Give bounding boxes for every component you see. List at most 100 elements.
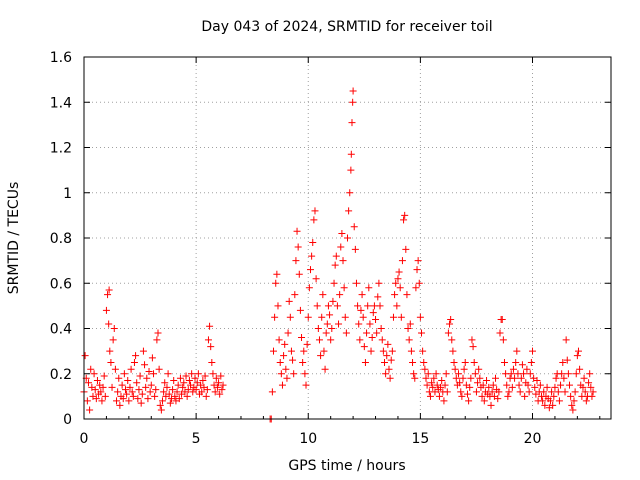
data-point	[474, 379, 482, 387]
data-point	[298, 334, 306, 342]
data-point	[160, 388, 168, 396]
data-point	[379, 347, 387, 355]
data-point	[398, 257, 406, 265]
data-point	[304, 313, 312, 321]
data-point	[562, 336, 570, 344]
grid-lines	[84, 57, 611, 419]
data-point	[318, 313, 326, 321]
data-point	[203, 386, 211, 394]
data-point	[523, 365, 531, 373]
data-point	[521, 392, 529, 400]
y-tick-label: 0.6	[50, 276, 72, 292]
data-point	[485, 383, 493, 391]
data-point	[385, 365, 393, 373]
data-point	[356, 336, 364, 344]
data-point	[363, 329, 371, 337]
data-point	[291, 291, 299, 299]
data-point	[151, 392, 159, 400]
data-point	[587, 383, 595, 391]
data-point	[525, 388, 533, 396]
data-point	[101, 392, 109, 400]
data-point	[437, 383, 445, 391]
data-point	[361, 358, 369, 366]
data-point	[520, 370, 528, 378]
data-point	[287, 347, 295, 355]
data-point	[375, 279, 383, 287]
data-point	[471, 370, 479, 378]
data-point	[419, 347, 427, 355]
data-point	[452, 374, 460, 382]
data-point	[543, 383, 551, 391]
data-point	[488, 388, 496, 396]
data-point	[402, 245, 410, 253]
axis-ticks	[83, 56, 611, 420]
data-point	[213, 383, 221, 391]
data-point	[115, 374, 123, 382]
data-point	[137, 399, 145, 407]
data-point	[586, 370, 594, 378]
data-point	[192, 386, 200, 394]
data-point	[511, 374, 519, 382]
data-point	[118, 381, 126, 389]
data-point	[504, 392, 512, 400]
data-point	[589, 388, 597, 396]
data-point	[135, 386, 143, 394]
data-point	[272, 279, 280, 287]
data-point	[105, 286, 113, 294]
data-point	[308, 252, 316, 260]
data-point	[346, 189, 354, 197]
data-point	[492, 374, 500, 382]
data-point	[539, 397, 547, 405]
data-point	[336, 291, 344, 299]
data-point	[410, 370, 418, 378]
data-point	[136, 372, 144, 380]
data-point	[430, 374, 438, 382]
data-point	[144, 395, 152, 403]
data-point	[557, 381, 565, 389]
data-point	[384, 340, 392, 348]
data-point	[147, 381, 155, 389]
data-point	[569, 406, 577, 414]
data-point	[444, 329, 452, 337]
data-point	[470, 358, 478, 366]
y-tick-label: 1.2	[50, 141, 72, 157]
data-point	[498, 315, 506, 323]
data-point	[161, 379, 169, 387]
data-point	[209, 370, 217, 378]
data-point	[198, 388, 206, 396]
data-point	[215, 379, 223, 387]
data-point	[146, 388, 154, 396]
data-point	[438, 377, 446, 385]
data-point	[566, 381, 574, 389]
data-point	[518, 361, 526, 369]
data-point	[326, 311, 334, 319]
x-tick-label: 5	[192, 431, 201, 447]
data-point	[389, 313, 397, 321]
data-point	[480, 397, 488, 405]
data-point	[163, 383, 171, 391]
data-point	[351, 245, 359, 253]
data-point	[376, 302, 384, 310]
data-point	[406, 320, 414, 328]
data-point	[201, 372, 209, 380]
data-point	[309, 239, 317, 247]
y-axis-label: SRMTID / TECUs	[6, 182, 22, 295]
data-point	[314, 325, 322, 332]
data-point	[414, 257, 422, 265]
y-tick-label: 0.2	[50, 367, 72, 383]
data-point	[141, 361, 149, 369]
data-point	[517, 374, 525, 382]
data-point	[508, 383, 516, 391]
data-point	[563, 356, 571, 364]
x-tick-label: 20	[524, 431, 542, 447]
data-point	[110, 325, 118, 332]
data-point	[344, 234, 351, 242]
data-point	[378, 336, 386, 344]
data-point	[191, 374, 199, 382]
data-point	[104, 291, 112, 299]
data-point	[166, 399, 174, 407]
data-point	[327, 336, 335, 344]
data-point	[579, 383, 587, 391]
data-point	[339, 257, 347, 265]
